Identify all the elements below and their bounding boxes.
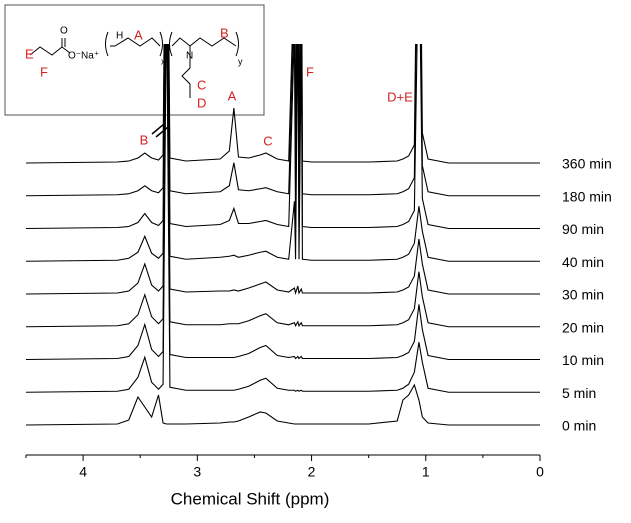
peak-label: A (228, 88, 237, 103)
bond (110, 37, 161, 47)
spectrum (25, 44, 540, 230)
series-label: 40 min (562, 254, 604, 270)
x-tick-label: 2 (308, 464, 316, 480)
peak-label: D+E (387, 89, 413, 104)
inset-label: C (197, 77, 206, 92)
series-label: 90 min (562, 221, 604, 237)
x-tick-label: 1 (422, 464, 430, 480)
spectrum (25, 44, 540, 197)
inset-label: y (238, 56, 243, 66)
inset-label: O (60, 26, 68, 37)
spectrum (25, 44, 540, 393)
bracket (105, 31, 109, 57)
inset-label: N (186, 51, 193, 62)
series-label: 360 min (562, 156, 612, 172)
spectrum (25, 44, 540, 296)
x-axis-label: Chemical Shift (ppm) (171, 489, 330, 508)
axis-break (155, 126, 169, 138)
x-tick-label: 4 (79, 464, 87, 480)
bond (61, 46, 71, 54)
x-tick-label: 3 (193, 464, 201, 480)
series-label: 20 min (562, 319, 604, 335)
bond (181, 46, 191, 98)
inset-box (4, 4, 265, 116)
series-label: 0 min (562, 418, 596, 434)
spectrum (25, 44, 540, 164)
inset-label: O⁻Na⁺ (68, 51, 99, 62)
bracket (159, 31, 163, 57)
peak-label: F (306, 64, 314, 79)
inset-label: F (40, 64, 48, 79)
x-tick-label: 0 (536, 464, 544, 480)
bracket (235, 31, 239, 57)
axis-break (151, 123, 165, 135)
spectrum (25, 383, 540, 426)
peak-label: B (140, 132, 149, 147)
bond (29, 46, 63, 56)
inset-label: H (116, 31, 123, 42)
plot-area (25, 44, 540, 426)
series-label: 5 min (562, 385, 596, 401)
inset-label: D (197, 95, 206, 110)
bracket (169, 31, 173, 57)
spectrum (25, 44, 540, 328)
series-label: 30 min (562, 287, 604, 303)
inset-label: E (25, 46, 34, 61)
series-label: 180 min (562, 188, 612, 204)
spectrum (25, 44, 540, 262)
inset-label: A (134, 27, 143, 42)
series-label: 10 min (562, 352, 604, 368)
inset-label: B (220, 25, 229, 40)
spectrum (25, 44, 540, 361)
peak-label: C (263, 133, 272, 148)
bond (171, 37, 237, 47)
structure-inset: E F O O⁻Na⁺ H N A B C D x y (4, 4, 265, 116)
